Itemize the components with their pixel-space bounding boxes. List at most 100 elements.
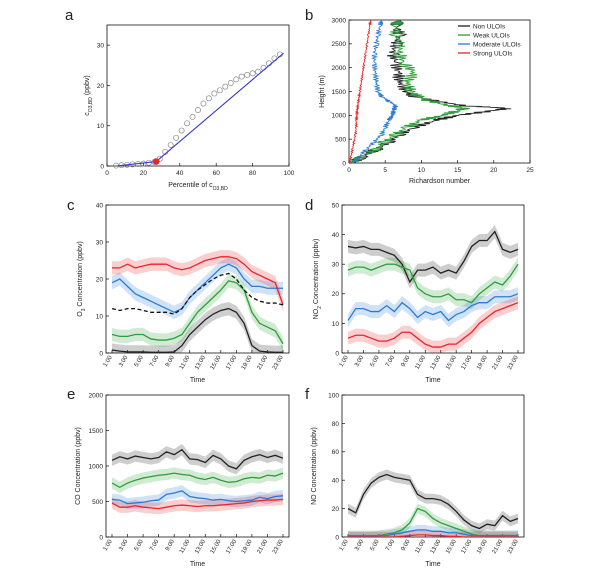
y-tick-label: 500 (335, 137, 346, 144)
confidence-band (348, 503, 518, 537)
x-tick-label: 3:00 (118, 538, 129, 552)
y-tick-label: 0 (342, 160, 346, 167)
panel-c: c 0 10 20 30 40 1:00 3:00 5:00 7:00 9:00 11:00 13:00… (67, 197, 290, 384)
y-tick-label: 0 (335, 534, 339, 541)
x-tick-label: 3:00 (354, 354, 365, 368)
x-tick-label: 20 (140, 170, 148, 177)
y-axis-label: Height (m) (319, 75, 326, 108)
x-tick-label: 5:00 (370, 354, 381, 368)
panel-letter: f (305, 386, 310, 403)
y-tick-label: 30 (96, 239, 104, 246)
y-tick-label: 40 (332, 478, 340, 485)
x-tick-label: 60 (213, 170, 221, 177)
series-line-non-ulois (111, 307, 283, 353)
series-line-strong-ulois (112, 256, 284, 306)
scatter-point (173, 134, 180, 141)
y-tick-label: 0 (99, 534, 103, 541)
y-tick-label: 50 (332, 202, 340, 209)
scatter-point (189, 113, 196, 120)
series-line-weak-ulois (111, 280, 284, 345)
breakpoint-marker (152, 158, 160, 165)
y-tick-label: 1500 (89, 428, 104, 435)
y-tick-label: 0 (335, 350, 339, 357)
y-axis-label: CO Concentration (ppbv) (75, 427, 82, 505)
x-tick-label: 1:00 (339, 354, 350, 368)
scatter-point (227, 80, 234, 86)
x-tick-label: 20 (490, 167, 498, 174)
x-axis-label: Time (425, 377, 440, 384)
x-tick-label: 15:00 (210, 538, 223, 555)
x-tick-label: 11:00 (179, 354, 192, 370)
series-line-weak-ulois (347, 263, 519, 304)
confidence-band (112, 467, 283, 493)
panel-d: d 0 10 20 30 40 50 1:00 3:00 5:00 7:00 9:00 11:00 13:… (305, 197, 525, 384)
x-tick-label: 10 (418, 167, 426, 174)
confidence-band (112, 250, 283, 312)
legend-label: Strong ULOIs (473, 50, 513, 57)
y-tick-label: 60 (332, 449, 340, 456)
x-tick-label: 7:00 (149, 538, 160, 552)
y-tick-label: 30 (332, 262, 340, 269)
x-axis-label: Time (190, 561, 205, 568)
series-line-mean (111, 272, 284, 315)
x-tick-label: 7:00 (149, 354, 160, 368)
confidence-band (348, 469, 518, 534)
confidence-band (348, 296, 518, 353)
y-tick-label: 10 (332, 321, 340, 328)
y-tick-label: 500 (92, 499, 103, 506)
legend: Non ULOIs Weak ULOIs Moderate ULOIs Strong … (458, 23, 521, 57)
profile-line-moderate-ulois (351, 19, 399, 164)
y-tick-label: 2000 (89, 392, 104, 399)
y-tick-label: 40 (96, 202, 104, 209)
x-tick-label: 23:00 (507, 354, 520, 371)
panel-e: e 0 500 1000 1500 2000 1:00 3:00 5:00 7:00 9:00 11:… (67, 386, 290, 568)
y-tick-label: 20 (97, 83, 105, 90)
x-axis-label: Time (425, 561, 440, 568)
x-tick-label: 21:00 (256, 354, 269, 371)
scatter-point (178, 127, 185, 134)
profile-line-non-ulois (351, 19, 512, 164)
series-line-non-ulois (347, 473, 519, 530)
x-tick-label: 7:00 (385, 354, 396, 368)
scatter-point (249, 70, 256, 77)
y-tick-label: 1000 (332, 113, 347, 120)
y-tick-label: 1500 (332, 89, 347, 96)
x-tick-label: 13:00 (430, 354, 443, 371)
panel-f: f 0 20 40 60 80 100 1:00 3:00 5:00 7:00 9:00 11:00 13… (305, 386, 525, 568)
x-tick-label: 9:00 (401, 354, 412, 368)
scatter-point (200, 100, 207, 107)
series-line-non-ulois (347, 230, 519, 284)
panel-b: b 0 500 1000 1500 2000 2500 3000 0 5 10 15 20 25 Non U… (305, 7, 534, 185)
x-tick-label: 17:00 (461, 538, 474, 555)
series-line-moderate-ulois (347, 293, 519, 322)
y-tick-label: 20 (332, 291, 340, 298)
y-tick-label: 2500 (332, 41, 347, 48)
legend-label: Weak ULOIs (473, 32, 510, 39)
panel-letter: a (65, 7, 74, 24)
y-tick-label: 0 (100, 163, 104, 170)
x-axis-label: Percentile of cO3,BD (168, 182, 228, 192)
y-axis-label: NO2 Concentration (ppbv) (313, 239, 323, 320)
x-tick-label: 9:00 (401, 538, 412, 552)
x-tick-label: 25 (526, 167, 534, 174)
x-tick-label: 5:00 (134, 538, 145, 552)
x-tick-label: 7:00 (385, 538, 396, 552)
y-tick-label: 10 (96, 313, 104, 320)
y-tick-label: 10 (97, 123, 105, 130)
x-axis-label: Richardson number (409, 178, 471, 185)
y-tick-label: 30 (97, 43, 105, 50)
x-tick-label: 13:00 (430, 538, 443, 555)
y-tick-label: 20 (96, 276, 104, 283)
y-tick-label: 40 (332, 232, 340, 239)
scatter-point (167, 142, 174, 149)
series-line-moderate-ulois (348, 529, 518, 537)
x-tick-label: 17:00 (461, 354, 474, 371)
scatter-point (244, 72, 251, 78)
x-tick-label: 0 (347, 167, 351, 174)
legend-label: Moderate ULOIs (473, 41, 521, 48)
series-line-moderate-ulois (111, 490, 284, 505)
x-tick-label: 15:00 (445, 354, 458, 371)
series-line-moderate-ulois (111, 263, 283, 314)
x-tick-label: 13:00 (194, 538, 207, 555)
x-tick-label: 5:00 (134, 354, 145, 368)
